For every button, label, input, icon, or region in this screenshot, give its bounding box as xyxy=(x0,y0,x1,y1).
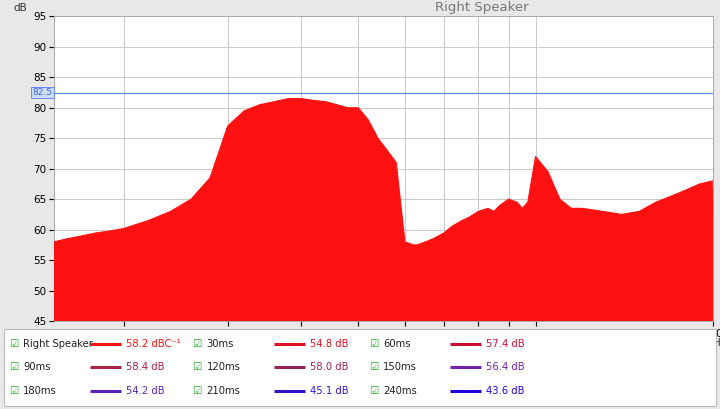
FancyBboxPatch shape xyxy=(4,328,716,407)
Text: ☑: ☑ xyxy=(9,386,18,396)
Text: Right Speaker: Right Speaker xyxy=(23,339,93,348)
Text: 60ms: 60ms xyxy=(383,339,410,348)
Text: ☑: ☑ xyxy=(369,386,378,396)
Text: 43.6 dB: 43.6 dB xyxy=(486,386,524,396)
Text: Hz: Hz xyxy=(714,338,720,348)
Text: 45.1 dB: 45.1 dB xyxy=(310,386,348,396)
Text: 56.4 dB: 56.4 dB xyxy=(486,362,525,372)
Text: 240ms: 240ms xyxy=(383,386,417,396)
Text: 57.4 dB: 57.4 dB xyxy=(486,339,525,348)
Text: 82.5: 82.5 xyxy=(32,88,53,97)
Text: ☑: ☑ xyxy=(9,362,18,372)
Text: 15.21: 15.21 xyxy=(54,338,80,347)
Text: ☑: ☑ xyxy=(369,362,378,372)
Text: 54.2 dB: 54.2 dB xyxy=(126,386,165,396)
Text: 58.0 dB: 58.0 dB xyxy=(310,362,348,372)
Text: dB: dB xyxy=(13,3,27,13)
Text: ☑: ☑ xyxy=(9,339,18,348)
Text: Spectral Decay
Right Speaker: Spectral Decay Right Speaker xyxy=(427,0,528,14)
Text: 90ms: 90ms xyxy=(23,362,50,372)
Text: 210ms: 210ms xyxy=(207,386,240,396)
Text: 58.2 dBC⁻¹: 58.2 dBC⁻¹ xyxy=(126,339,181,348)
Text: 120ms: 120ms xyxy=(207,362,240,372)
Text: ☑: ☑ xyxy=(192,386,202,396)
Text: 58.4 dB: 58.4 dB xyxy=(126,362,164,372)
Text: ☑: ☑ xyxy=(192,339,202,348)
Text: ☑: ☑ xyxy=(369,339,378,348)
Text: 30ms: 30ms xyxy=(207,339,234,348)
Text: 150ms: 150ms xyxy=(383,362,417,372)
Text: ☑: ☑ xyxy=(192,362,202,372)
Text: 54.8 dB: 54.8 dB xyxy=(310,339,348,348)
Text: 180ms: 180ms xyxy=(23,386,57,396)
